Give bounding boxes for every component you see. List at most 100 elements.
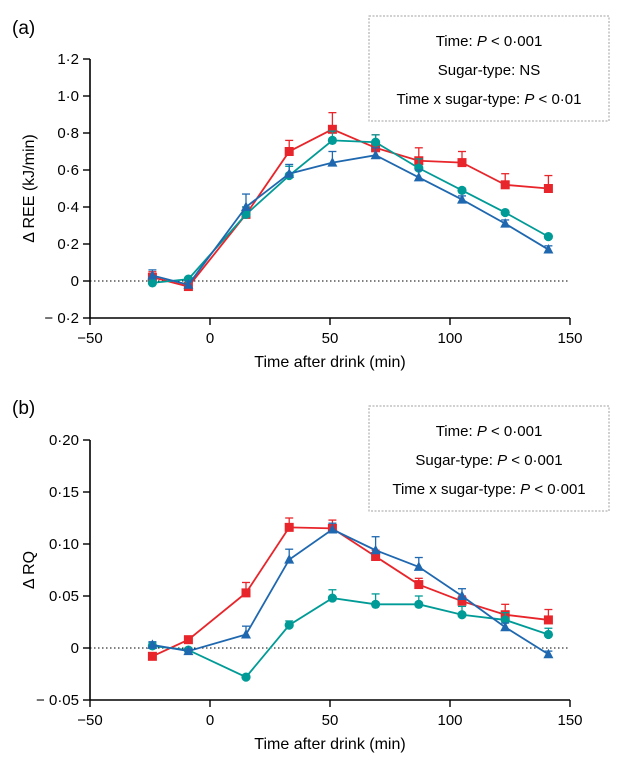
data-point-triangle	[183, 645, 194, 656]
y-tick-label: 1·0	[57, 88, 79, 105]
data-point-circle	[371, 599, 381, 609]
data-point-circle	[500, 207, 510, 218]
data-point-triangle	[457, 194, 467, 204]
x-tick-label: 0	[206, 330, 214, 347]
x-tick-label: 100	[437, 712, 462, 729]
data-point-triangle	[413, 561, 424, 571]
y-tick-label: − 0·2	[44, 310, 79, 327]
y-tick-label: 0·4	[57, 199, 79, 216]
data-point-square	[284, 522, 294, 532]
data-point-square	[457, 596, 467, 606]
data-point-circle	[414, 599, 424, 609]
data-point-square	[457, 158, 467, 168]
stats-line: Time: P < 0·001	[436, 423, 543, 440]
stats-p-symbol: P	[524, 91, 534, 108]
series-triangle	[147, 522, 554, 659]
stats-label: Sugar-type:	[415, 452, 497, 469]
y-tick-label: 0·2	[57, 236, 79, 253]
stats-value: < 0·001	[487, 423, 542, 440]
data-point-triangle	[284, 168, 295, 178]
y-axis-title: Δ RQ	[21, 551, 38, 589]
data-point-square	[284, 147, 294, 156]
data-point-circle	[543, 232, 554, 242]
stats-line: Sugar-type: P < 0·001	[415, 452, 562, 469]
y-tick-label: 0·20	[49, 432, 79, 449]
data-point-circle	[500, 615, 510, 625]
data-point-triangle	[147, 639, 158, 649]
data-point-square	[183, 635, 193, 645]
y-axis-title: Δ REE (kJ/min)	[21, 134, 38, 242]
stats-label: Sugar-type: NS	[438, 62, 541, 79]
data-point-square	[543, 615, 553, 625]
stats-line: Sugar-type: NS	[438, 62, 541, 79]
data-point-square	[500, 180, 510, 190]
y-tick-label: 0	[71, 640, 79, 657]
stats-value: < 0·001	[507, 452, 562, 469]
data-point-square	[371, 551, 381, 561]
series-square	[147, 517, 553, 661]
stats-box	[368, 15, 610, 122]
data-point-triangle	[370, 149, 381, 160]
data-point-triangle	[327, 523, 338, 534]
panel-label: (a)	[12, 18, 35, 39]
data-point-triangle	[500, 218, 511, 228]
data-point-circle	[241, 672, 251, 682]
data-point-circle	[147, 278, 157, 288]
y-tick-label: 0·05	[49, 588, 79, 605]
data-point-triangle	[183, 279, 194, 289]
data-point-square	[414, 580, 424, 590]
stats-box	[368, 405, 610, 512]
data-point-circle	[543, 629, 554, 640]
series-line	[152, 526, 549, 658]
data-point-triangle	[543, 648, 554, 659]
data-point-circle	[371, 137, 381, 147]
x-tick-label: 100	[437, 330, 462, 347]
y-tick-label: 1·2	[57, 51, 79, 68]
series-circle	[147, 589, 554, 682]
series-line	[152, 128, 549, 288]
series-line	[152, 597, 549, 679]
stats-label: Time x sugar-type:	[397, 91, 525, 108]
data-point-circle	[284, 620, 294, 630]
stats-label: Time x sugar-type:	[392, 481, 520, 498]
stats-label: Time:	[436, 423, 477, 440]
series-triangle	[147, 147, 554, 289]
data-point-triangle	[327, 157, 338, 167]
data-point-triangle	[284, 554, 295, 564]
stats-p-symbol: P	[477, 33, 487, 50]
series-circle	[147, 130, 554, 288]
stats-line: Time x sugar-type: P < 0·01	[397, 91, 582, 108]
stats-line: Time: P < 0·001	[436, 33, 543, 50]
panel-b: (b) − 0·05 0 0·05 0·10 0·15 0·20 −50 0 50 100 150 Ti…	[12, 398, 610, 753]
y-tick-label: 0·15	[49, 484, 79, 501]
panel-a: (a) − 0·2 0 0·2 0·4 0·6 0·8 1·0 1·2 −50 0 50 100 150 T…	[12, 15, 610, 371]
data-point-triangle	[370, 544, 381, 555]
data-point-square	[241, 588, 251, 598]
x-tick-label: 0	[206, 712, 214, 729]
data-point-square	[327, 124, 337, 134]
data-point-triangle	[500, 621, 511, 632]
data-point-circle	[327, 593, 337, 603]
data-point-circle	[241, 209, 251, 219]
data-point-triangle	[241, 201, 251, 211]
y-tick-label: 0	[71, 273, 79, 290]
y-tick-label: 0·6	[57, 162, 79, 179]
stats-line: Time x sugar-type: P < 0·001	[392, 481, 585, 498]
x-axis-title: Time after drink (min)	[254, 736, 405, 753]
stats-value: < 0·001	[530, 481, 585, 498]
x-tick-label: −50	[77, 712, 102, 729]
x-tick-label: 50	[322, 330, 339, 347]
stats-value: < 0·01	[534, 91, 581, 108]
series-square	[147, 112, 553, 292]
data-point-triangle	[457, 590, 467, 600]
data-point-triangle	[413, 171, 424, 182]
data-point-triangle	[241, 628, 251, 639]
data-point-triangle	[543, 244, 554, 254]
x-tick-label: 150	[557, 712, 582, 729]
y-tick-label: 0·10	[49, 536, 79, 553]
y-tick-label: − 0·05	[36, 692, 79, 709]
y-tick-label: 0·8	[57, 125, 79, 142]
x-axis-title: Time after drink (min)	[254, 354, 405, 371]
stats-p-symbol: P	[497, 452, 507, 469]
stats-p-symbol: P	[520, 481, 530, 498]
